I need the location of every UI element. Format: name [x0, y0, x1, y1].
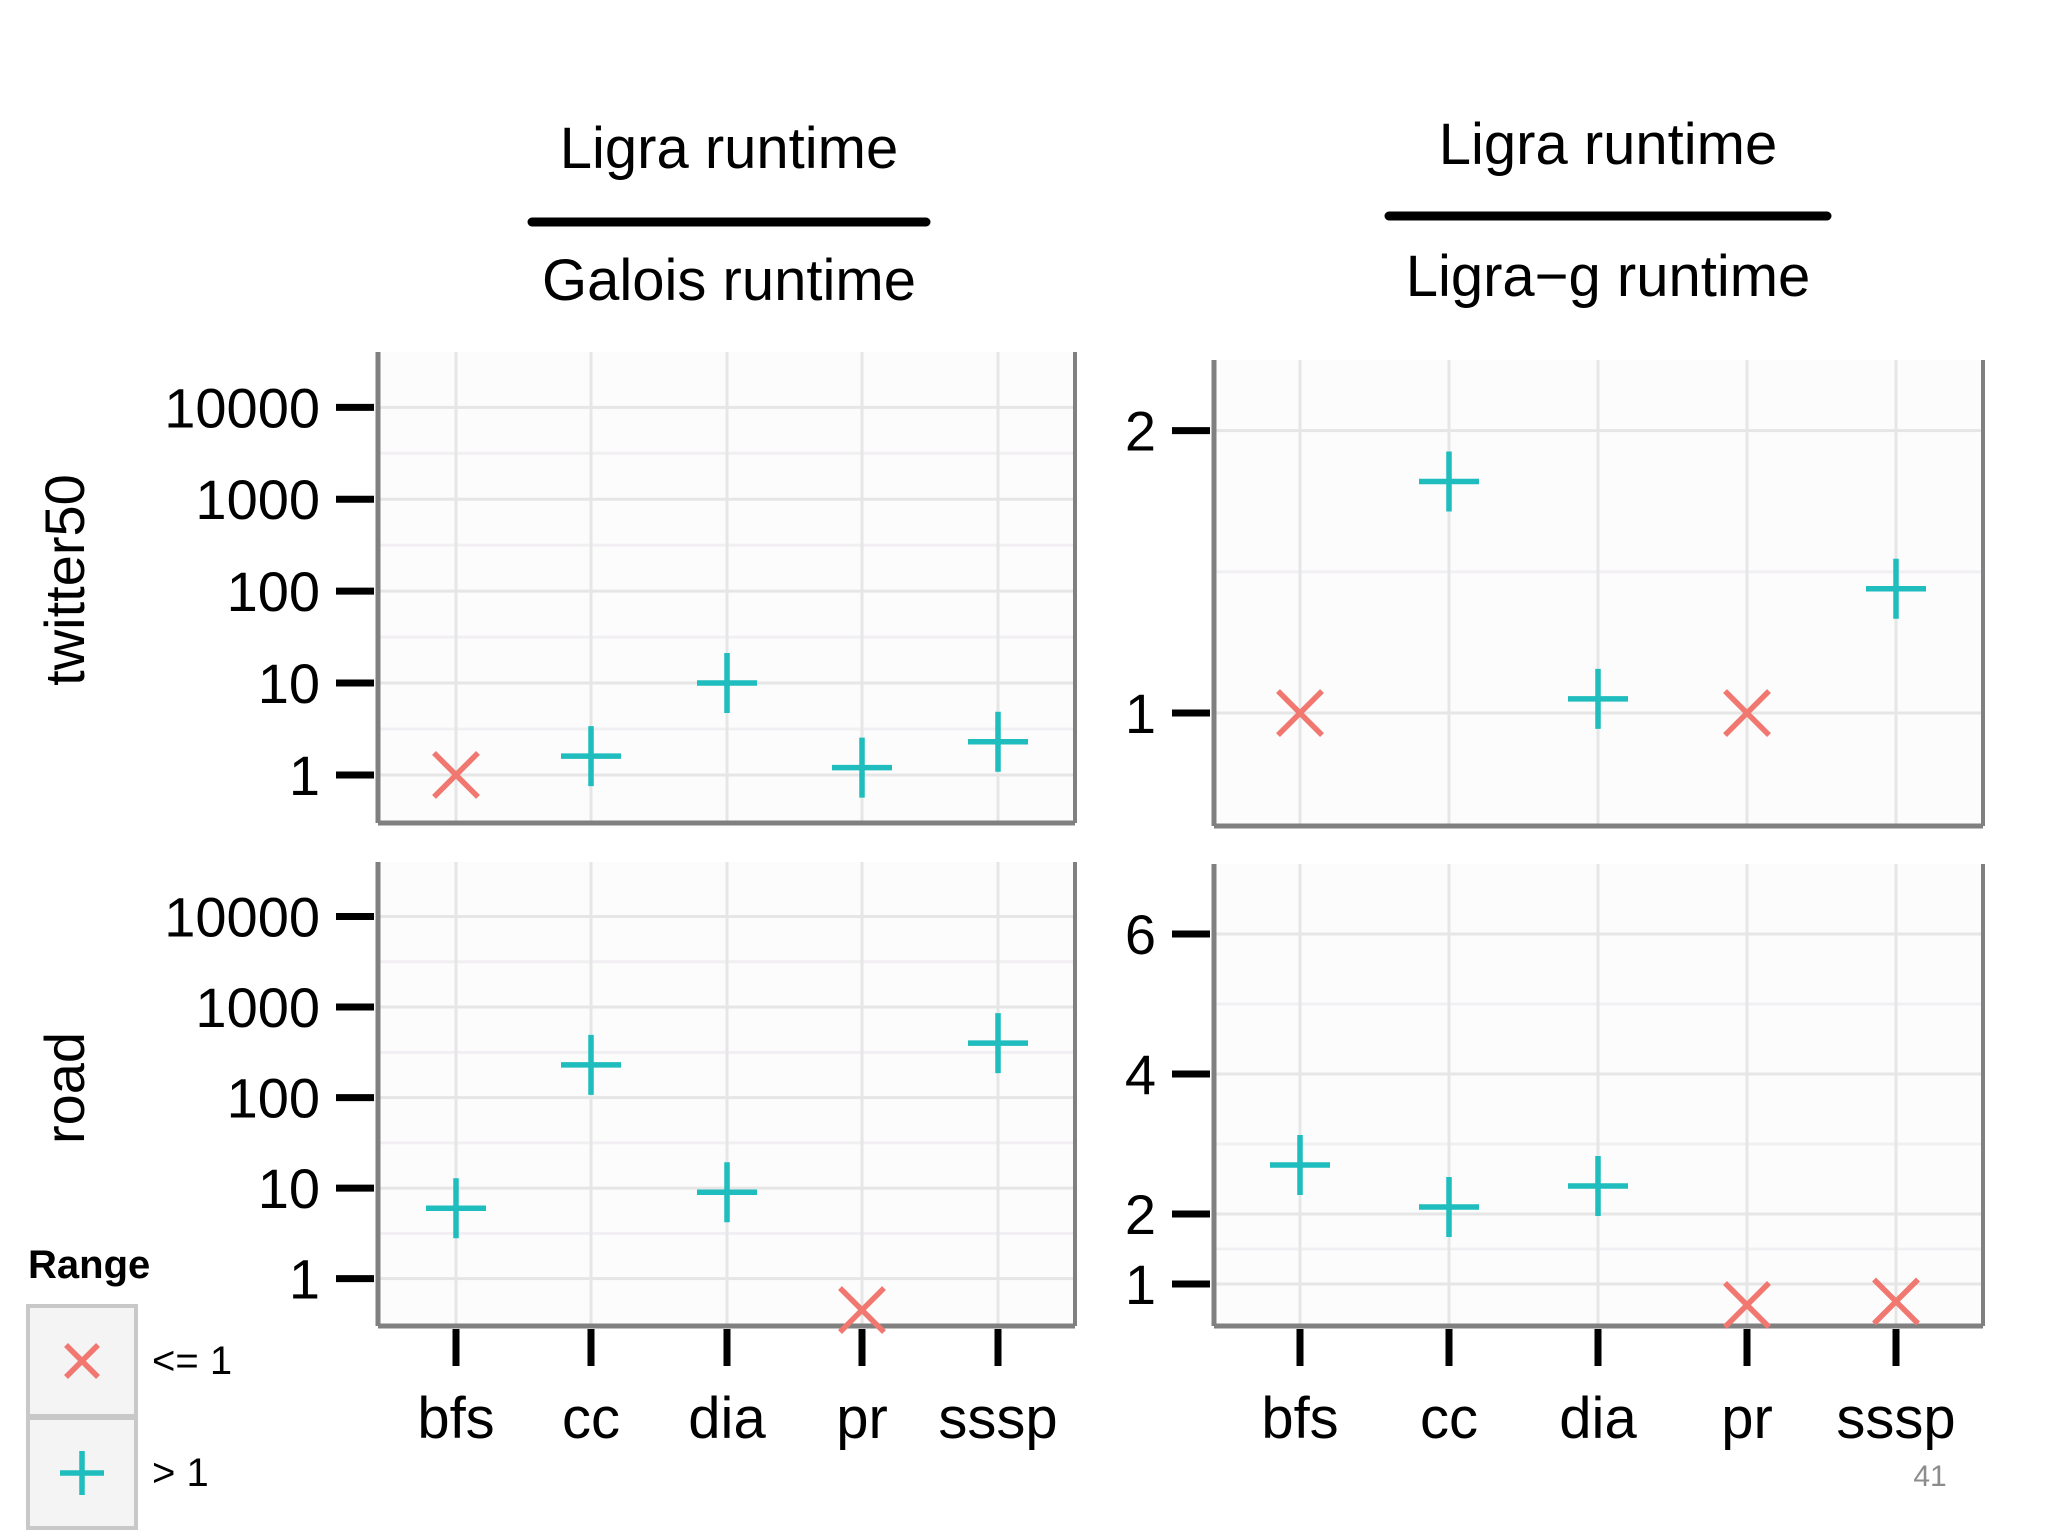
y-tick-label: 2 [1125, 400, 1156, 463]
point-dia [697, 653, 757, 714]
legend-plus-marker [60, 1451, 104, 1495]
point-bfs-stroke-b [1276, 689, 1324, 737]
y-tick-label: 1 [1125, 682, 1156, 745]
y-tick-label: 10 [258, 1157, 320, 1220]
point-dia [697, 1162, 757, 1223]
x-tick-label-cc: cc [562, 1386, 620, 1451]
legend: Range <= 1 > 1 [26, 1243, 232, 1530]
col-title-numerator-1: Ligra runtime [1439, 112, 1777, 177]
legend-title: Range [28, 1243, 150, 1287]
point-pr [832, 737, 892, 798]
col-title-denominator-0: Galois runtime [542, 248, 916, 313]
col-title-numerator-0: Ligra runtime [560, 116, 898, 181]
x-axes: bfs cc dia pr sssp bfs cc dia pr sssp [417, 1329, 1956, 1451]
point-sssp [1872, 1277, 1920, 1326]
legend-plus-glyph [60, 1451, 104, 1495]
x-tick-label-sssp: sssp [938, 1386, 1057, 1451]
y-tick-label: 10000 [164, 886, 320, 949]
point-pr [838, 1286, 886, 1335]
point-cc [1419, 451, 1479, 512]
slide-number: 41 [1913, 1460, 1947, 1493]
y-tick-label: 10000 [164, 376, 320, 439]
point-bfs [432, 751, 480, 799]
column-titles: Ligra runtime Galois runtime Ligra runti… [527, 112, 1832, 313]
y-tick-label: 1000 [195, 468, 320, 531]
x-tick-label-dia: dia [688, 1386, 766, 1451]
x-tick-label-pr: pr [836, 1386, 888, 1451]
y-tick-label: 2 [1125, 1183, 1156, 1246]
y-tick-label: 10 [258, 652, 320, 715]
point-pr-stroke-b [1723, 1281, 1771, 1329]
y-tick-label: 1000 [195, 976, 320, 1039]
point-cc [561, 1034, 621, 1095]
row-labels: twitter50 road [33, 474, 96, 1144]
point-cc [561, 726, 621, 787]
point-bfs [1276, 689, 1324, 737]
x-tick-label-bfs: bfs [1261, 1386, 1338, 1451]
legend-x-glyph-stroke-b [64, 1343, 100, 1379]
point-dia [1568, 668, 1628, 729]
x-tick-label-pr: pr [1721, 1386, 1773, 1451]
point-bfs-stroke-b [432, 751, 480, 799]
row-label-road: road [33, 1032, 96, 1144]
panel-road-1: 1 2 4 6 [1125, 864, 1985, 1329]
x-tick-label-cc: cc [1420, 1386, 1478, 1451]
panel-twitter50-1: 12 [1125, 360, 1985, 829]
point-cc [1419, 1177, 1479, 1237]
point-pr [1723, 1281, 1771, 1329]
col-title-denominator-1: Ligra−g runtime [1406, 244, 1811, 309]
x-tick-label-bfs: bfs [417, 1386, 494, 1451]
y-tick-label: 4 [1125, 1043, 1156, 1106]
point-bfs [426, 1178, 486, 1239]
y-tick-label: 1 [1125, 1253, 1156, 1316]
point-pr-stroke-b [1723, 689, 1771, 737]
row-label-twitter50: twitter50 [33, 474, 96, 686]
y-tick-label: 1 [289, 744, 320, 807]
y-tick-label: 6 [1125, 903, 1156, 966]
legend-x-marker [64, 1343, 100, 1379]
legend-label-gt1: > 1 [152, 1451, 209, 1495]
legend-x-glyph [64, 1343, 100, 1379]
legend-key-box-le1 [26, 1304, 138, 1418]
y-tick-label: 100 [227, 1067, 320, 1130]
point-sssp [1866, 558, 1926, 619]
x-tick-label-dia: dia [1559, 1386, 1637, 1451]
point-sssp-stroke-b [1872, 1277, 1920, 1326]
y-tick-label: 1 [289, 1248, 320, 1311]
point-sssp [968, 1013, 1028, 1074]
point-bfs [1270, 1135, 1330, 1195]
point-pr-stroke-b [838, 1286, 886, 1335]
point-pr [1723, 689, 1771, 737]
panel-twitter50-0: 1 10 100 1000 10000 [164, 352, 1077, 826]
panel-road-0: 1 10 100 1000 10000 [164, 862, 1077, 1335]
x-tick-label-sssp: sssp [1836, 1386, 1955, 1451]
y-tick-label: 100 [227, 560, 320, 623]
legend-label-le1: <= 1 [152, 1339, 232, 1383]
point-dia [1568, 1156, 1628, 1216]
point-sssp [968, 711, 1028, 772]
